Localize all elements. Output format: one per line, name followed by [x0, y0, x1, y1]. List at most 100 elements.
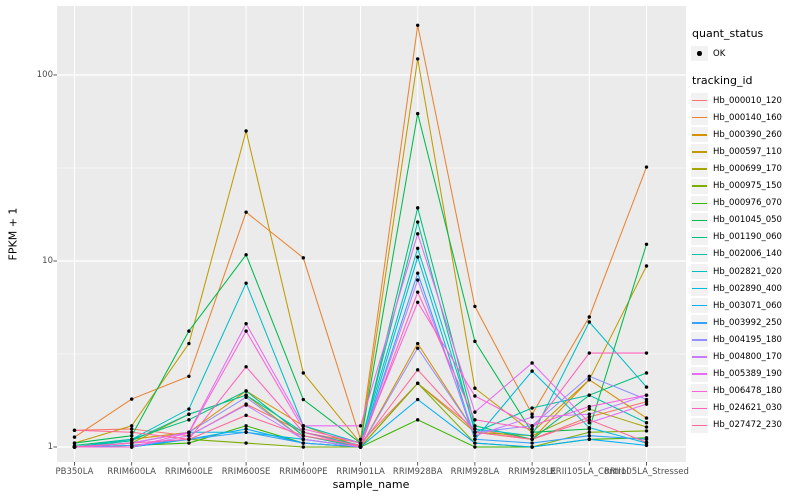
legend-line-icon [692, 339, 707, 341]
data-point [473, 437, 477, 442]
point-glyph-icon [697, 51, 702, 56]
legend-item-label: Hb_003992_250 [713, 317, 782, 328]
data-point [473, 339, 477, 344]
y-tick-label: 100 [36, 70, 53, 80]
legend-item-label: Hb_000699_170 [713, 164, 782, 175]
data-point [473, 434, 477, 438]
panel-background [57, 6, 686, 462]
data-point [358, 437, 363, 442]
data-point [644, 393, 649, 397]
data-point [416, 290, 420, 294]
data-point [244, 395, 248, 400]
data-point [473, 445, 477, 449]
data-point [416, 300, 420, 304]
legend-item-label: OK [713, 48, 726, 59]
legend-key [691, 315, 708, 331]
legend-item-label: Hb_000976_070 [713, 198, 782, 209]
legend-item-label: Hb_006478_180 [713, 386, 782, 397]
data-point [416, 220, 420, 224]
legend-key [691, 400, 708, 416]
data-point [187, 329, 191, 333]
x-tick-label: PB350LA [55, 467, 94, 477]
x-tick-label: RRIM901LA [336, 467, 385, 477]
data-point [301, 371, 305, 375]
legend-item: Hb_000975_150 [691, 178, 799, 195]
legend-line-icon [692, 117, 707, 119]
data-point [587, 418, 591, 422]
data-point [301, 445, 305, 449]
data-point [587, 430, 591, 434]
data-point [530, 441, 534, 445]
legend-item-label: Hb_002821_020 [713, 266, 782, 277]
legend-key [691, 332, 708, 348]
legend-item: Hb_000597_110 [691, 143, 799, 160]
legend-item-label: Hb_000975_150 [713, 181, 782, 192]
legend-item-label: Hb_003071_060 [713, 300, 782, 311]
data-point [587, 378, 591, 382]
legend-key [691, 366, 708, 382]
legend-line-icon [692, 185, 707, 187]
legend-key [691, 110, 708, 126]
data-point [358, 441, 363, 445]
data-point [587, 351, 591, 355]
legend-line-icon [692, 253, 707, 256]
x-tick-label: RRII105LA_Control [549, 467, 629, 477]
legend-key [691, 161, 708, 177]
y-tick-label: 10 [42, 256, 53, 266]
legend-item: Hb_024621_030 [691, 400, 799, 417]
data-point [244, 322, 248, 326]
data-point [473, 427, 477, 431]
data-point [644, 429, 649, 433]
data-point [244, 427, 248, 431]
data-point [187, 341, 191, 346]
legend-line-icon [692, 287, 707, 290]
legend-item-label: Hb_004800_170 [713, 352, 782, 363]
x-tick-label: RRIM600LA [107, 467, 156, 477]
data-point [72, 428, 77, 432]
legend-item-label: Hb_024621_030 [713, 403, 782, 414]
data-point [530, 406, 534, 410]
legend-key [691, 349, 708, 365]
data-point [530, 427, 534, 431]
data-point [416, 232, 420, 236]
legend-item: Hb_000699_170 [691, 160, 799, 177]
legend-item-label: Hb_002890_400 [713, 283, 782, 294]
data-point [530, 424, 534, 428]
data-point [416, 271, 420, 275]
data-point [244, 329, 248, 333]
data-point [416, 111, 420, 116]
legend-title-tracking-id: tracking_id [692, 74, 753, 88]
data-point [244, 430, 248, 434]
data-point [301, 427, 305, 431]
data-point [187, 374, 191, 378]
data-point [530, 430, 534, 434]
legend-item: Hb_006478_180 [691, 383, 799, 400]
legend-key [691, 178, 708, 194]
legend-item: Hb_000390_260 [691, 126, 799, 143]
legend-key [691, 93, 708, 109]
legend-key [691, 281, 708, 297]
data-point [244, 281, 248, 285]
data-point [187, 441, 191, 445]
data-point [644, 421, 649, 425]
data-point [244, 129, 248, 133]
legend-item-label: Hb_002006_140 [713, 249, 782, 260]
y-axis-title: FPKM + 1 [6, 207, 20, 261]
data-point [244, 424, 248, 428]
data-point [301, 256, 305, 260]
data-point [244, 253, 248, 257]
data-point [130, 434, 134, 438]
data-point [187, 431, 191, 435]
legend-line-icon [692, 236, 707, 239]
data-point [416, 341, 420, 346]
data-point [416, 246, 420, 251]
x-tick-label: RRIM600PE [279, 467, 328, 477]
data-point [644, 425, 649, 429]
data-point [244, 403, 248, 407]
legend-key [691, 212, 708, 228]
data-point [187, 437, 191, 442]
legend-item: Hb_000140_160 [691, 109, 799, 126]
data-point [644, 443, 649, 448]
data-point [644, 440, 649, 444]
